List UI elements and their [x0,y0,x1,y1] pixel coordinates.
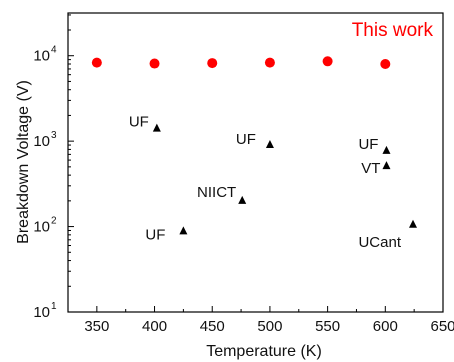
y-tick-exponent: 3 [51,130,57,141]
reference-point [238,195,247,204]
point-label: NIICT [197,184,236,201]
plot-frame [67,12,444,313]
x-tick-label: 600 [373,318,398,335]
y-tick-label: 10 [33,304,50,321]
y-tick-exponent: 2 [51,216,57,227]
point-label: UF [145,226,165,243]
x-tick-label: 450 [200,318,225,335]
y-tick-label: 10 [33,133,50,150]
y-tick-label: 10 [33,48,50,65]
x-tick-label: 500 [257,318,282,335]
x-tick-label: 400 [142,318,167,335]
this-work-point [264,57,275,68]
reference-point [265,140,274,149]
this-work-point [149,58,160,69]
reference-point [409,219,417,228]
this-work-point [207,58,218,69]
x-tick-label: 650 [430,318,454,335]
reference-point [382,145,391,154]
y-tick-label: 10 [33,219,50,236]
this-work-point [380,58,391,69]
y-axis-title: Breakdown Voltage (V) [15,80,32,244]
this-work-point [91,57,102,68]
x-axis-title: Temperature (K) [206,343,322,360]
reference-point [152,123,161,132]
reference-point [179,226,188,235]
this-work-label: This work [352,20,434,41]
y-tick-exponent: 4 [51,45,57,56]
y-tick-exponent: 1 [51,301,57,312]
point-label: UF [236,131,256,148]
this-work-point [322,56,333,67]
point-label: UCant [358,234,401,251]
point-label: UF [358,136,378,153]
reference-point [382,161,391,170]
x-tick-label: 550 [315,318,340,335]
point-label: VT [361,160,380,177]
point-label: UF [129,114,149,131]
x-tick-label: 350 [84,318,109,335]
